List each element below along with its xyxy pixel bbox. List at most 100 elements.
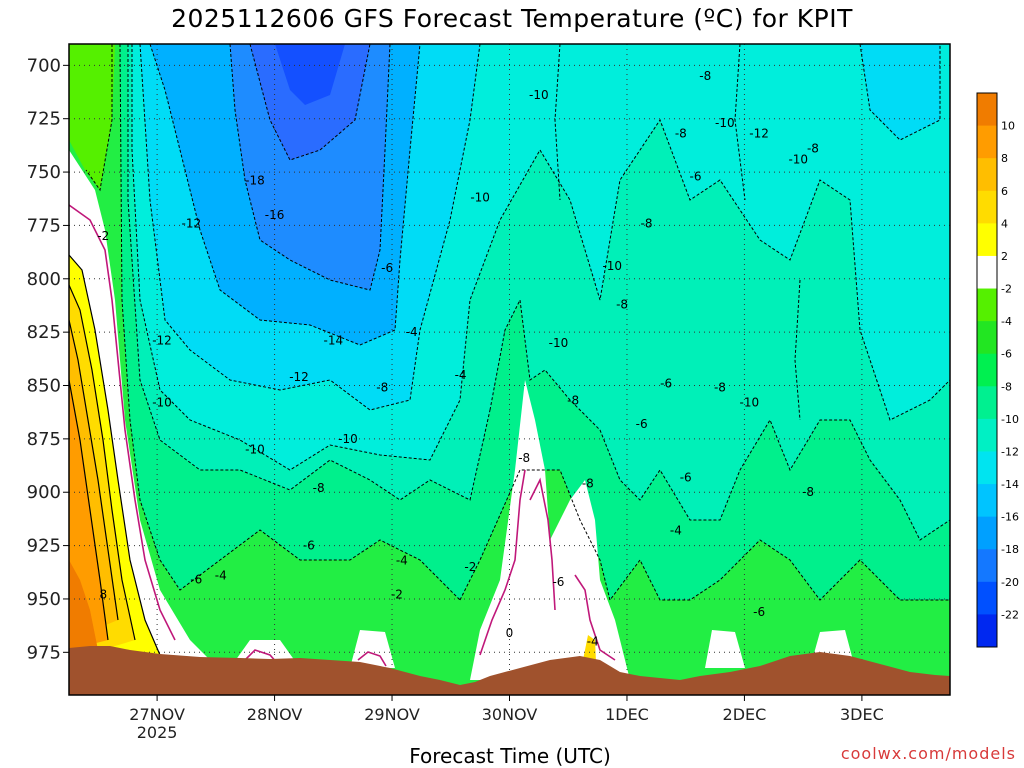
colorbar-label-15: -22 [1001, 608, 1019, 621]
freezing-contour-patch2 [357, 651, 387, 667]
contour-label-8: -16 [265, 208, 285, 222]
contour-label-35: -4 [670, 524, 682, 538]
colorbar-label-5: -2 [1001, 283, 1012, 296]
contour-label-23: -10 [470, 191, 490, 205]
colorbar-swatch-13 [977, 516, 997, 550]
warm-contour-lines [69, 254, 161, 656]
x-tick-label-2: 29NOV [364, 705, 420, 724]
contour-label-31: -8 [616, 297, 628, 311]
contour-label-7: -18 [245, 174, 265, 188]
x-tick-label-3: 30NOV [482, 705, 538, 724]
colorbar-swatch-12 [977, 484, 997, 518]
contour-label-29: -8 [582, 477, 594, 491]
colorbar-label-12: -16 [1001, 511, 1019, 524]
contour-label-5: -4 [215, 568, 227, 582]
contour-label-21: -4 [455, 368, 467, 382]
contour-label-30: -10 [602, 259, 622, 273]
contour-label-24: -8 [518, 451, 530, 465]
contour-label-46: -8 [802, 485, 814, 499]
colorbar-label-0: 10 [1001, 120, 1015, 133]
contour-label-15: -8 [376, 381, 388, 395]
colorbar-swatch-16 [977, 614, 997, 648]
colorbar-label-8: -8 [1001, 380, 1012, 393]
y-tick-label-875: 875 [27, 429, 61, 450]
contour-8 [69, 379, 109, 641]
y-tick-label-775: 775 [27, 215, 61, 236]
contour-label-11: -12 [289, 370, 309, 384]
field-near-zero-patch3 [705, 630, 745, 668]
contour-vertical-3 [794, 279, 801, 421]
contour-label-9: -10 [245, 443, 265, 457]
contour-label-17: -4 [406, 325, 418, 339]
contour-minus8-east [489, 298, 950, 541]
colorbar-label-6: -4 [1001, 315, 1012, 328]
contour-label-28: -4 [587, 635, 599, 649]
contour-minus6-east [459, 469, 950, 602]
contour-minus10-east1 [539, 118, 950, 421]
grid-lines [69, 44, 950, 695]
contour-label-45: -8 [807, 142, 819, 156]
contour-label-12: -10 [338, 432, 358, 446]
freezing-contours [69, 204, 616, 667]
contour-label-37: -8 [675, 127, 687, 141]
contour-label-14: -6 [303, 539, 315, 553]
x-tick-sublabel-0: 2025 [137, 723, 178, 742]
contour-label-33: -6 [636, 417, 648, 431]
contour-label-16: -6 [381, 261, 393, 275]
colorbar-label-13: -18 [1001, 543, 1019, 556]
contour-labels: -28-12-10-6 -4-12-18-16-10-14-12-10-8-6-8… [97, 69, 819, 649]
contour-minus6 [119, 44, 461, 601]
colorbar-label-7: -6 [1001, 348, 1012, 361]
colorbar-swatch-14 [977, 549, 997, 583]
colorbar-frame [976, 92, 998, 648]
contour-label-20: -2 [464, 560, 476, 574]
colorbar-swatch-7 [977, 321, 997, 355]
contour-label-27: -6 [552, 575, 564, 589]
field-2-to-4-patch [583, 635, 596, 662]
credit-link[interactable]: coolwx.com/models [840, 744, 1016, 763]
colorbar: 10 8 6 4 2 -2 -4 -6 -8 -10 -12 -14 -16 -18 -20 -22 [976, 92, 1019, 648]
freezing-contour-west [69, 204, 176, 641]
contour-lines [85, 44, 950, 602]
contour-label-41: -8 [714, 381, 726, 395]
contour-label-40: -12 [749, 127, 769, 141]
contour-minus10 [131, 44, 541, 471]
y-tick-label-950: 950 [27, 589, 61, 610]
contour-label-4: -6 [190, 573, 202, 587]
colorbar-label-4: 2 [1001, 250, 1008, 263]
y-tick-label-825: 825 [27, 322, 61, 343]
colorbar-swatch-10 [977, 418, 997, 452]
colorbar-label-1: 8 [1001, 152, 1008, 165]
y-tick-label-800: 800 [27, 269, 61, 290]
colorbar-swatch-9 [977, 386, 997, 420]
contour-label-0: -2 [97, 229, 109, 243]
y-tick-label-925: 925 [27, 536, 61, 557]
contour-4 [69, 284, 136, 641]
x-axis-label: Forecast Time (UTC) [409, 744, 611, 768]
contour-label-34: -6 [660, 376, 672, 390]
y-tick-label-750: 750 [27, 162, 61, 183]
contour-label-39: -10 [715, 116, 735, 130]
colorbar-label-3: 4 [1001, 217, 1008, 230]
colorbar-swatch-3 [977, 190, 997, 224]
contour-label-44: -10 [788, 152, 808, 166]
field-minus12-to-minus14-east [860, 44, 940, 140]
contour-label-19: -2 [391, 588, 403, 602]
contour-label-25: -10 [549, 336, 569, 350]
contour-label-22: 0 [506, 626, 514, 640]
colorbar-swatch-0 [977, 93, 997, 127]
contour-label-18: -4 [396, 554, 408, 568]
contour-label-10: -14 [323, 334, 343, 348]
contour-label-26: -8 [567, 393, 579, 407]
colorbar-swatch-4 [977, 223, 997, 257]
y-tick-label-700: 700 [27, 55, 61, 76]
colorbar-swatch-2 [977, 158, 997, 192]
contour-label-36: -6 [680, 470, 692, 484]
freezing-contour-center2 [529, 477, 556, 611]
contour-minus16 [229, 44, 391, 291]
chart-title: 2025112606 GFS Forecast Temperature (ºC)… [171, 4, 853, 33]
contour-minus12 [139, 44, 481, 411]
y-tick-label-850: 850 [27, 376, 61, 397]
freezing-contour-center [479, 469, 526, 656]
